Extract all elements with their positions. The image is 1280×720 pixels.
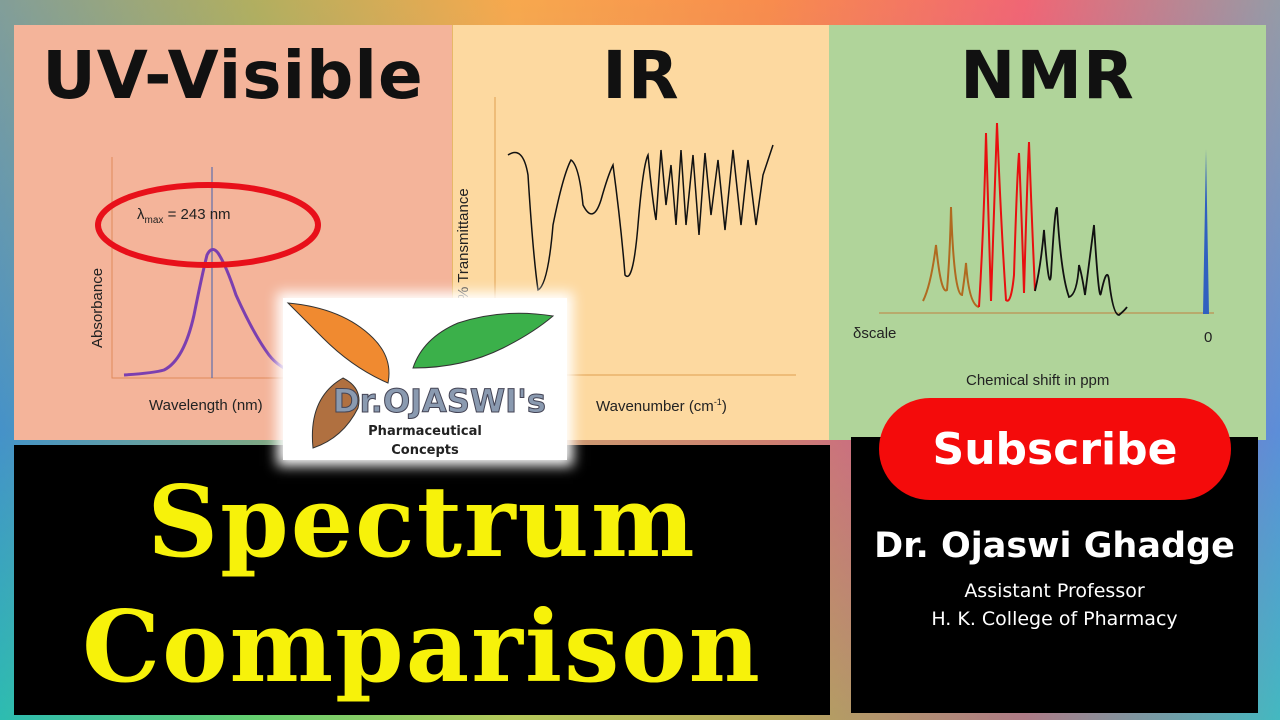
uv-ylabel: Absorbance bbox=[89, 267, 106, 348]
ir-xlabel-sup: -1 bbox=[713, 397, 722, 407]
uv-spectrum bbox=[95, 157, 321, 379]
lambda-max-label: λmax = 243 nm bbox=[137, 206, 231, 226]
lambda-sub: max bbox=[144, 215, 164, 226]
author-name: Dr. Ojaswi Ghadge bbox=[874, 526, 1235, 566]
nmr-title: NMR bbox=[960, 37, 1135, 114]
nmr-xlabel: Chemical shift in ppm bbox=[966, 372, 1110, 389]
nmr-zero-label: 0 bbox=[1204, 329, 1213, 346]
logo-brand: Dr.OJASWI's bbox=[333, 382, 547, 421]
ir-ylabel: % Transmittance bbox=[455, 188, 472, 300]
uv-xlabel: Wavelength (nm) bbox=[149, 397, 263, 414]
title-line-1: Spectrum bbox=[147, 465, 697, 580]
nmr-scale-label: δscale bbox=[853, 325, 897, 342]
nmr-spectrum bbox=[879, 122, 1214, 316]
uv-title: UV-Visible bbox=[42, 37, 424, 114]
author-role: Assistant Professor bbox=[964, 580, 1145, 602]
lambda-value: = 243 nm bbox=[167, 206, 231, 223]
author-institution: H. K. College of Pharmacy bbox=[931, 608, 1178, 630]
nmr-panel: NMR δscale 0 Chemical shift in ppm bbox=[829, 25, 1266, 440]
subscribe-button[interactable]: Subscribe bbox=[879, 398, 1231, 500]
ir-xlabel-end: ) bbox=[721, 398, 727, 415]
lambda-symbol: λ bbox=[137, 206, 145, 223]
title-line-2: Comparison bbox=[82, 590, 762, 705]
ir-title: IR bbox=[602, 37, 680, 114]
channel-logo: Dr.OJASWI's Pharmaceutical Concepts bbox=[283, 298, 567, 460]
logo-line-2: Concepts bbox=[391, 443, 459, 458]
ir-xlabel: Wavenumber (cm-1) bbox=[596, 397, 727, 415]
ir-xlabel-main: Wavenumber (cm bbox=[596, 398, 714, 415]
highlight-ellipse bbox=[95, 182, 321, 268]
leaves-icon bbox=[286, 302, 555, 449]
title-box: Spectrum Comparison bbox=[14, 445, 830, 715]
logo-line-1: Pharmaceutical bbox=[368, 424, 482, 439]
